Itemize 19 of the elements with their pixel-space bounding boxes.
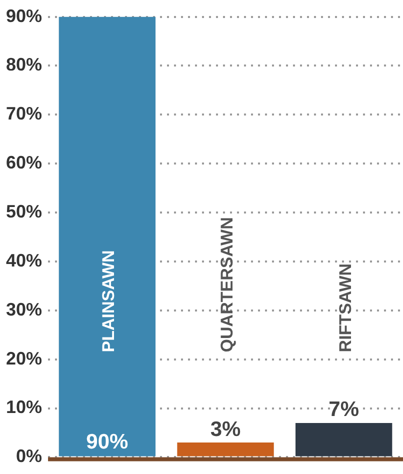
- y-tick-label: 60%: [6, 152, 42, 173]
- y-tick-label: 80%: [6, 54, 42, 75]
- x-tick-label: QUARTERSAWN: [218, 217, 237, 352]
- data-label: 90%: [86, 430, 129, 454]
- y-tick-label: 50%: [6, 202, 42, 222]
- y-tick-label: 70%: [6, 104, 42, 124]
- y-tick-label: 30%: [6, 299, 42, 320]
- bar: [58, 16, 156, 456]
- bar: [177, 442, 274, 456]
- x-tick-label: RIFTSAWN: [336, 263, 355, 352]
- y-tick-label: 10%: [6, 397, 42, 418]
- y-tick-label: 0%: [16, 446, 42, 466]
- data-label: 3%: [210, 418, 242, 441]
- y-tick-label: 90%: [6, 6, 42, 26]
- bar: [296, 422, 392, 456]
- y-tick-label: 40%: [6, 250, 42, 270]
- y-tick-label: 20%: [6, 348, 42, 368]
- data-label: 7%: [328, 398, 360, 422]
- x-tick-label: PLAINSAWN: [99, 250, 118, 352]
